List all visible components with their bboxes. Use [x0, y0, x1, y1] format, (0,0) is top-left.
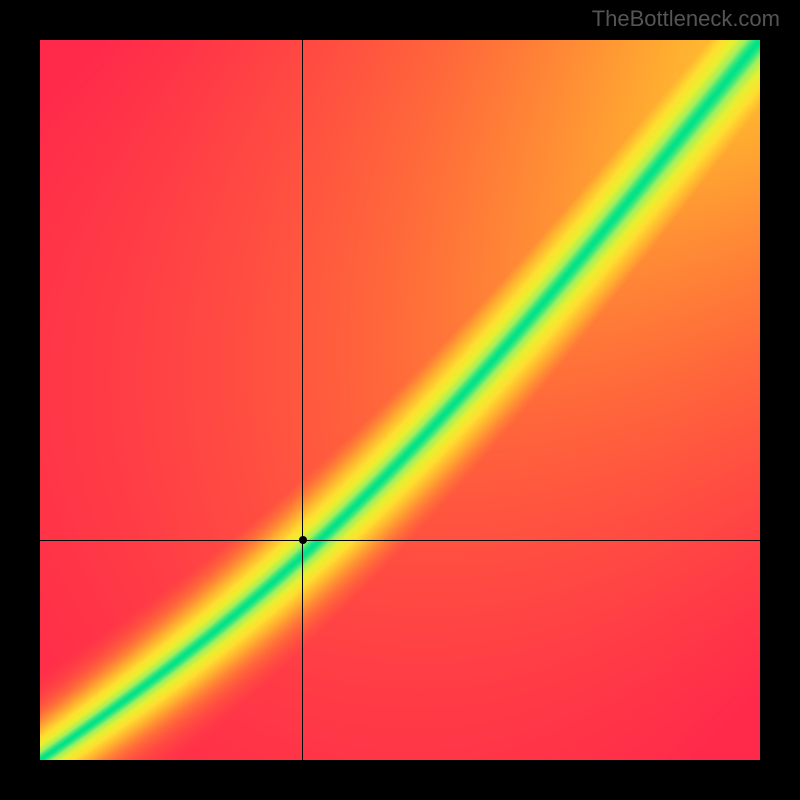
crosshair-vertical	[302, 40, 303, 760]
crosshair-horizontal	[40, 540, 760, 541]
watermark-text: TheBottleneck.com	[592, 6, 780, 32]
bottleneck-heatmap	[40, 40, 760, 760]
chart-frame: TheBottleneck.com	[0, 0, 800, 800]
